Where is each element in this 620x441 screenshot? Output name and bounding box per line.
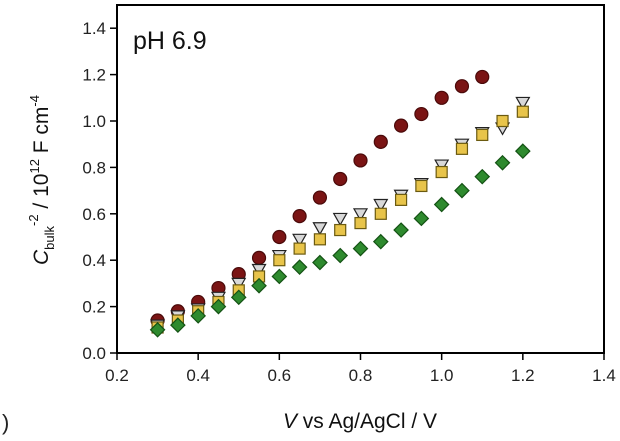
data-point	[292, 233, 308, 248]
data-point	[313, 233, 327, 246]
data-point	[352, 208, 369, 222]
data-point	[312, 254, 328, 271]
data-point	[494, 154, 511, 171]
data-point	[293, 242, 306, 255]
data-point	[413, 210, 430, 227]
data-point	[251, 250, 267, 265]
data-point	[251, 277, 267, 294]
series-3	[149, 143, 531, 338]
data-point	[454, 182, 470, 199]
data-point	[251, 263, 267, 278]
data-point	[514, 143, 531, 160]
data-point	[333, 171, 348, 187]
y-tick-label: 1.4	[82, 19, 106, 38]
data-point	[393, 118, 409, 133]
x-tick-label: 0.6	[268, 366, 292, 385]
plot-frame	[116, 4, 605, 354]
data-point	[190, 308, 207, 324]
x-tick-label: 1.2	[511, 366, 535, 385]
x-tick-label: 0.4	[186, 366, 210, 385]
edge-mark: )	[2, 410, 10, 435]
data-point	[476, 128, 489, 142]
y-tick-label: 1.0	[82, 112, 106, 131]
data-point	[414, 106, 429, 122]
data-point	[170, 317, 186, 334]
data-point	[373, 134, 388, 149]
data-point	[352, 240, 369, 257]
x-tick-label: 0.8	[349, 366, 373, 385]
data-point	[475, 69, 490, 85]
data-point	[272, 229, 287, 245]
data-point	[273, 254, 286, 267]
series-2	[151, 105, 529, 334]
data-point	[515, 96, 531, 111]
data-point	[373, 198, 389, 213]
data-point	[435, 165, 448, 179]
data-point	[374, 207, 387, 220]
annotation-ph: pH 6.9	[133, 27, 207, 55]
x-tick-label: 1.0	[430, 366, 454, 385]
data-point	[334, 223, 347, 237]
data-point	[149, 321, 166, 338]
data-point	[455, 142, 469, 155]
data-point	[496, 114, 509, 128]
data-point	[230, 289, 247, 306]
data-point	[332, 212, 348, 227]
data-point	[516, 105, 529, 118]
data-point	[292, 209, 307, 224]
data-point	[210, 298, 227, 315]
data-point	[291, 259, 308, 276]
series-0	[150, 69, 490, 328]
data-point	[312, 222, 328, 236]
y-tick-label: 1.2	[82, 66, 106, 85]
y-axis-title: Cbulk-2 / 1012 F cm-4	[26, 95, 57, 265]
data-point	[353, 153, 368, 168]
data-point	[372, 233, 389, 250]
y-tick-label: 0.4	[82, 251, 106, 270]
y-tick-label: 0.6	[82, 205, 106, 224]
data-point	[231, 277, 247, 292]
data-point	[474, 168, 491, 185]
data-point	[415, 179, 428, 193]
data-point	[354, 216, 367, 230]
y-tick-label: 0.0	[82, 344, 106, 363]
data-point	[394, 193, 408, 206]
axis-ticks: 0.2 0.4 0.6 0.8 1.0 1.2 1.4 0.0 0.2 0.4 0.6 0.8 1.0 1…	[82, 19, 615, 385]
series-1	[150, 96, 531, 333]
data-point	[434, 90, 449, 105]
y-tick-label: 0.8	[82, 158, 106, 177]
data-point	[434, 159, 450, 173]
data-marks	[149, 69, 531, 338]
x-tick-label: 1.4	[592, 366, 616, 385]
data-point	[312, 190, 328, 205]
x-tick-label: 0.2	[105, 366, 129, 385]
y-tick-label: 0.2	[82, 298, 106, 317]
data-point	[271, 268, 288, 285]
x-axis-title: V vs Ag/AgCl / V	[283, 410, 437, 433]
data-point	[454, 79, 470, 94]
data-point	[332, 247, 349, 264]
data-point	[433, 196, 450, 213]
data-point	[393, 222, 409, 238]
